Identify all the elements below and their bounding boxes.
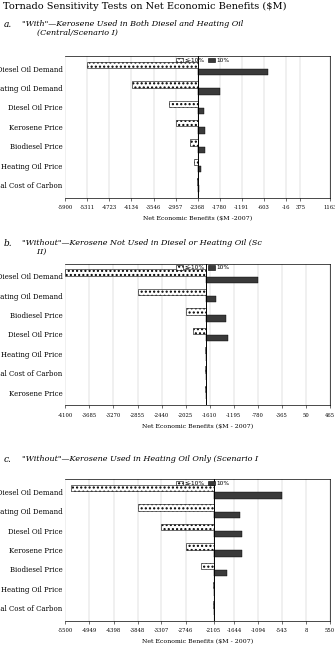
Bar — [87, 62, 198, 69]
Bar — [169, 101, 198, 107]
Bar — [186, 543, 214, 550]
Bar — [198, 88, 220, 95]
Bar — [198, 108, 204, 114]
Bar — [206, 296, 216, 302]
Legend: ≤-10%, 10%: ≤-10%, 10% — [176, 480, 230, 486]
Bar — [206, 316, 225, 322]
Bar — [132, 81, 198, 88]
Bar — [194, 159, 198, 165]
Legend: ≤-10%, 10%: ≤-10%, 10% — [176, 57, 230, 63]
Bar — [186, 308, 206, 314]
Bar — [214, 570, 226, 576]
X-axis label: Net Economic Benefits ($M -2007): Net Economic Benefits ($M -2007) — [143, 216, 252, 221]
Bar — [193, 328, 206, 334]
Text: b.: b. — [3, 239, 12, 248]
Bar — [198, 185, 199, 192]
Bar — [190, 140, 198, 146]
Bar — [205, 347, 206, 353]
Bar — [137, 289, 206, 295]
Text: Tornado Sensitivity Tests on Net Economic Benefits ($M): Tornado Sensitivity Tests on Net Economi… — [3, 2, 287, 11]
Bar — [214, 550, 242, 557]
Text: c.: c. — [3, 455, 11, 464]
Bar — [206, 277, 258, 283]
Bar — [214, 492, 282, 498]
Bar — [198, 127, 205, 134]
Bar — [198, 147, 205, 153]
X-axis label: Net Economic Benefits ($M - 2007): Net Economic Benefits ($M - 2007) — [142, 424, 253, 429]
Bar — [214, 511, 240, 518]
Bar — [214, 531, 242, 537]
Bar — [71, 485, 214, 492]
Text: "With"—Kerosene Used in Both Diesel and Heating Oil
      (Central/Scenario I): "With"—Kerosene Used in Both Diesel and … — [22, 20, 243, 37]
Bar — [161, 524, 214, 530]
Text: a.: a. — [3, 20, 12, 29]
Bar — [176, 120, 198, 127]
Text: "Without"—Kerosene Used in Heating Oil Only (Scenario I: "Without"—Kerosene Used in Heating Oil O… — [22, 455, 258, 463]
Text: "Without"—Kerosene Not Used in Diesel or Heating Oil (Sc
      II): "Without"—Kerosene Not Used in Diesel or… — [22, 239, 262, 256]
Bar — [65, 270, 206, 276]
Bar — [138, 504, 214, 511]
Bar — [206, 335, 228, 341]
Bar — [197, 179, 198, 185]
Bar — [198, 69, 268, 75]
X-axis label: Net Economic Benefits ($M - 2007): Net Economic Benefits ($M - 2007) — [142, 639, 253, 645]
Bar — [213, 582, 214, 588]
Bar — [198, 166, 201, 173]
Bar — [213, 602, 214, 608]
Legend: ≤-10%, 10%: ≤-10%, 10% — [176, 265, 230, 270]
Bar — [201, 563, 214, 569]
Bar — [205, 366, 206, 373]
